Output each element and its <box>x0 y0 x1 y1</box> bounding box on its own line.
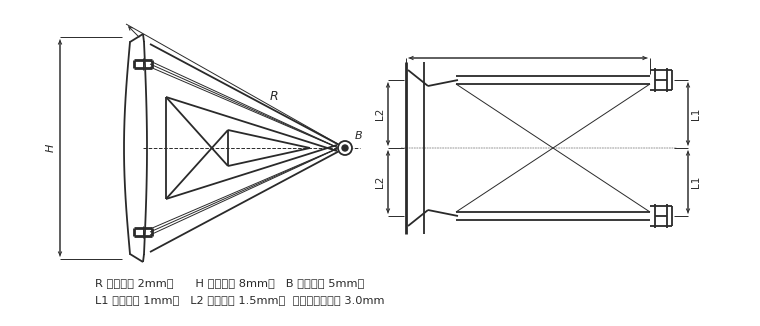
Circle shape <box>342 145 348 151</box>
Text: L1: L1 <box>691 108 701 120</box>
Text: L1 允许偏差 1mm；   L2 允许偏差 1.5mm；  对角线允许偏差 3.0mm: L1 允许偏差 1mm； L2 允许偏差 1.5mm； 对角线允许偏差 3.0m… <box>95 295 385 305</box>
Circle shape <box>338 141 352 155</box>
Text: L1: L1 <box>691 176 701 188</box>
Text: H: H <box>46 144 56 152</box>
Text: L2: L2 <box>375 176 385 188</box>
Text: R: R <box>269 90 278 102</box>
Text: L2: L2 <box>375 108 385 120</box>
Text: R 允许偏差 2mm；      H 允许偏差 8mm；   B 允许偏差 5mm；: R 允许偏差 2mm； H 允许偏差 8mm； B 允许偏差 5mm； <box>95 278 364 288</box>
Text: B: B <box>355 131 363 141</box>
